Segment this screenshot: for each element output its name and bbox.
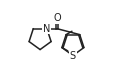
Text: N: N [43, 24, 50, 34]
Text: S: S [69, 51, 75, 60]
Text: O: O [53, 13, 60, 23]
